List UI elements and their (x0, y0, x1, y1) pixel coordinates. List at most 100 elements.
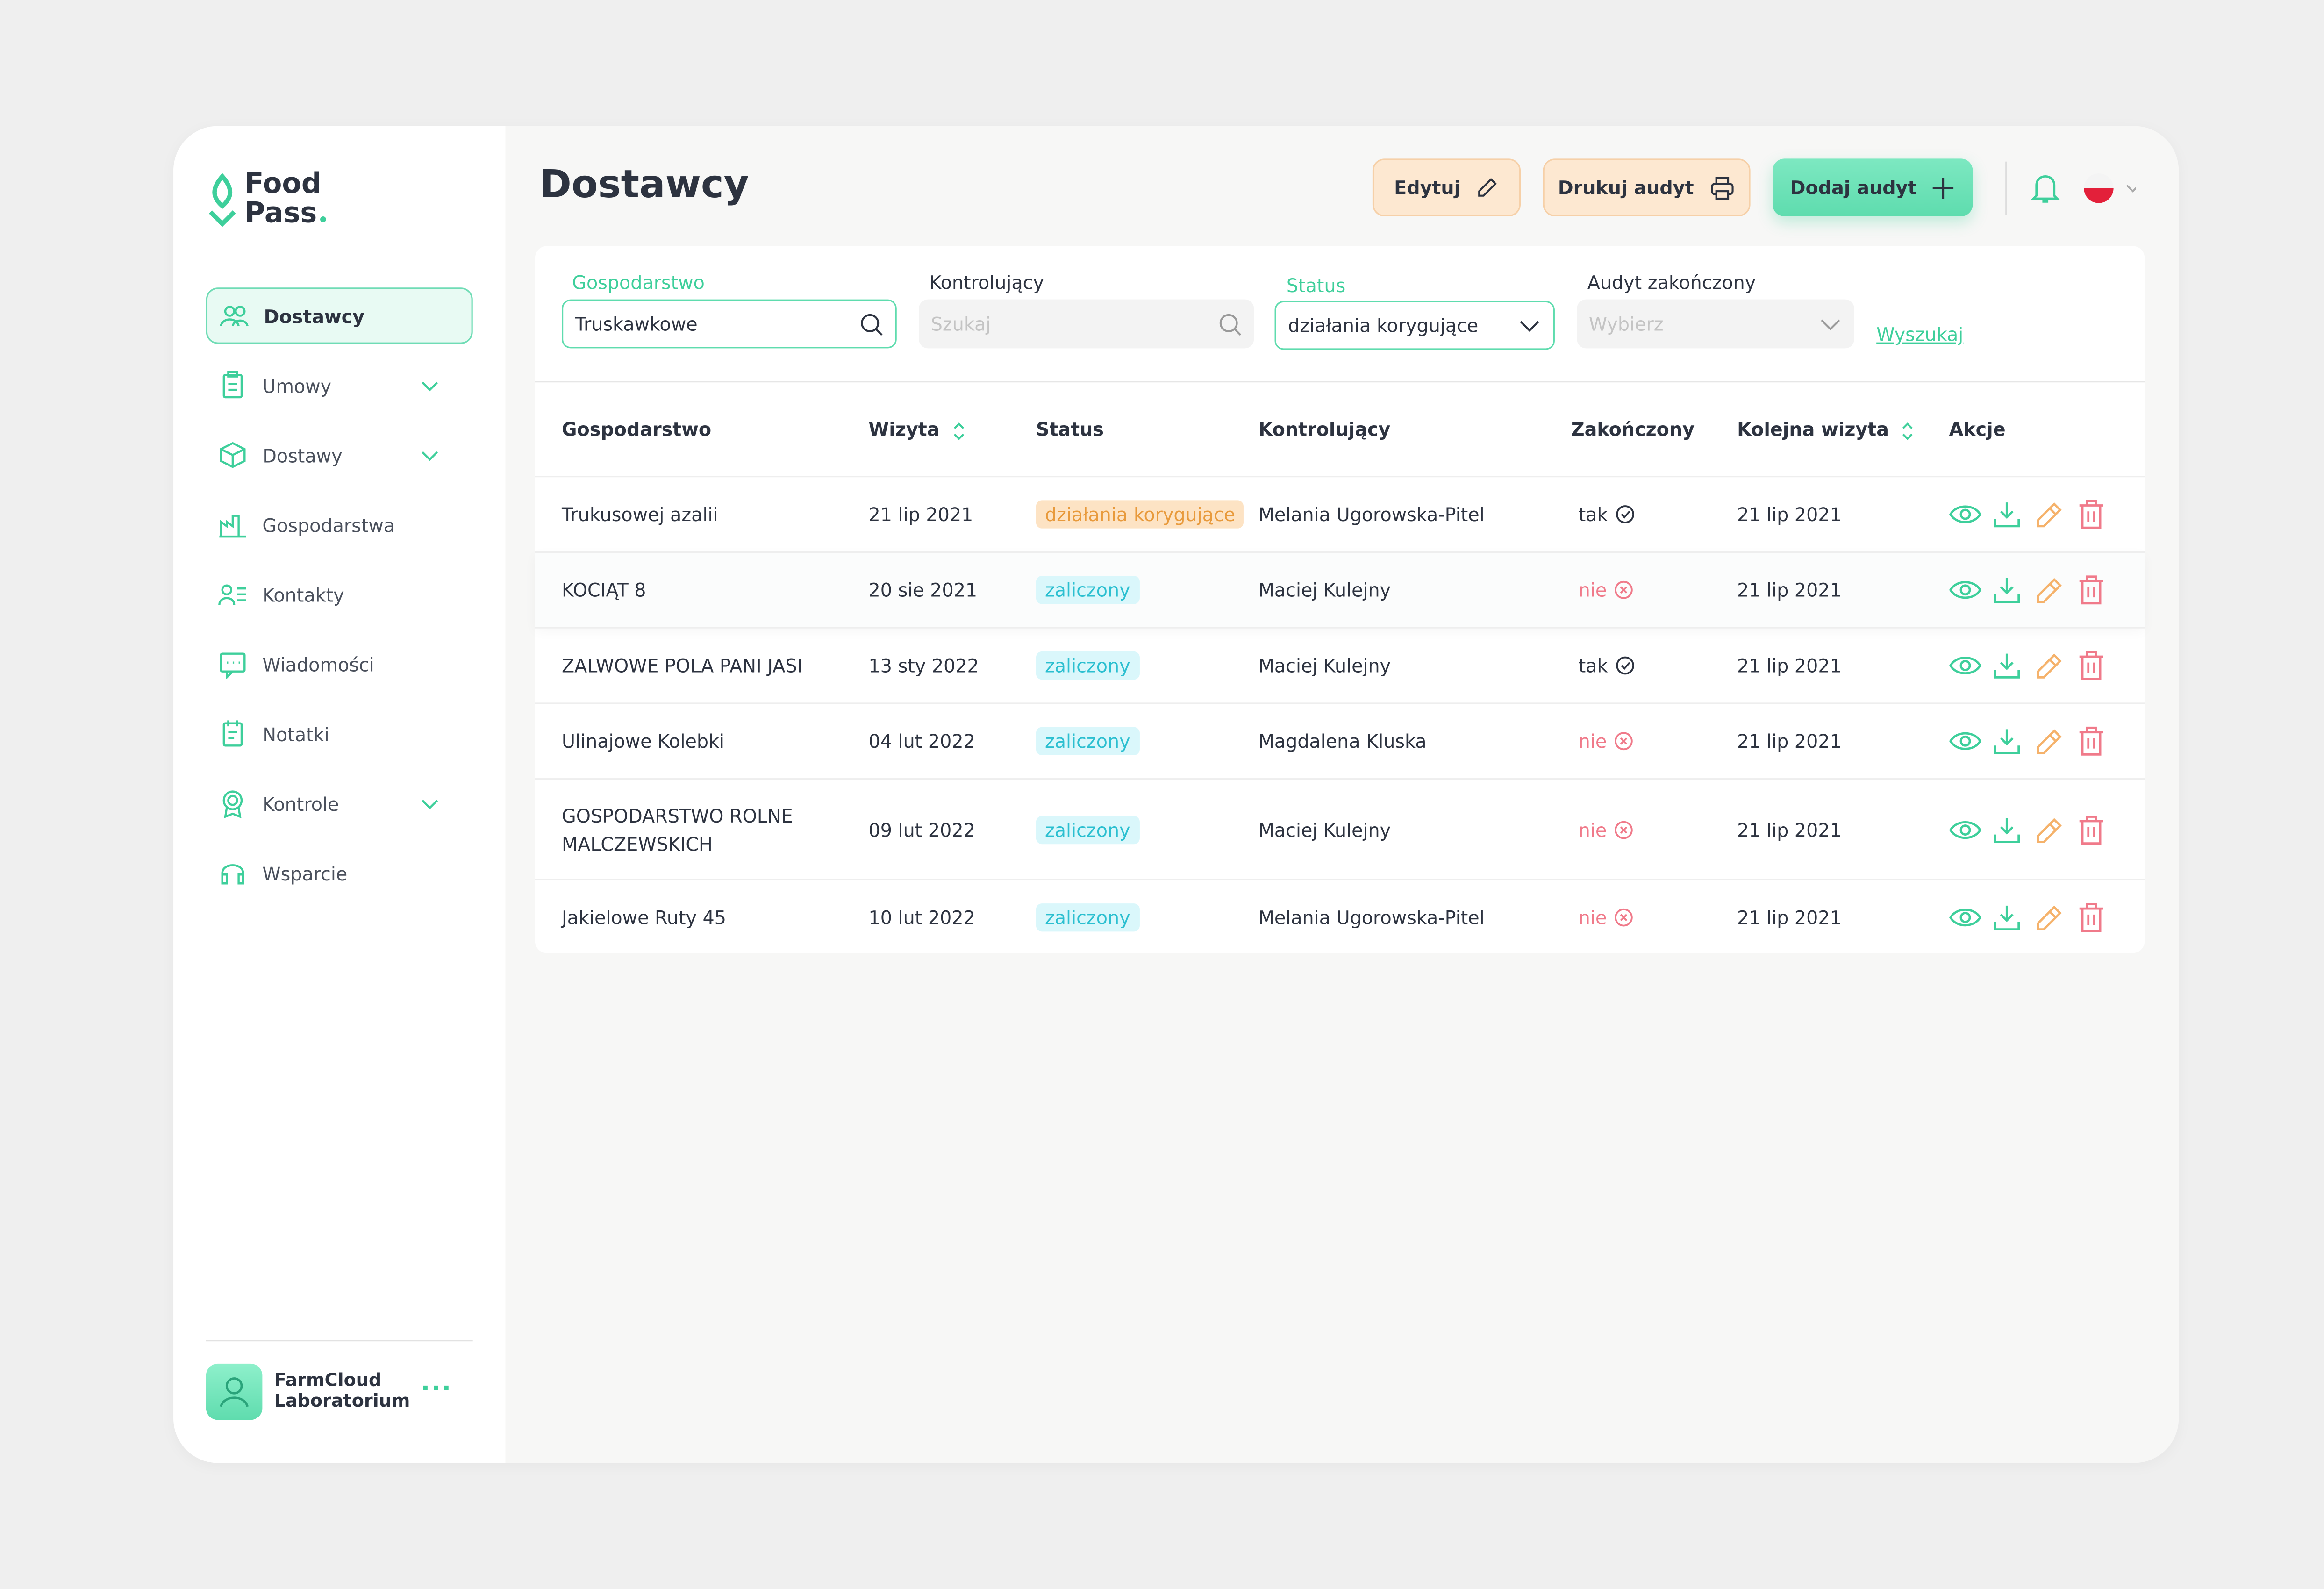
nav-item[interactable]: Wsparcie (206, 845, 473, 902)
table-cell: 21 lip 2021 (869, 500, 973, 528)
cell-text: Jakielowe Ruty 45 (562, 906, 727, 929)
user-line: Laboratorium (274, 1390, 410, 1411)
header-label: Akcje (1949, 418, 2006, 440)
table-cell: działania korygujące (1036, 500, 1244, 529)
print-button[interactable]: Drukuj audyt (1543, 158, 1751, 217)
filter-label: Status (1286, 274, 1346, 297)
table-cell: 21 lip 2021 (1737, 727, 1842, 755)
done-label: tak (1578, 503, 1608, 526)
divider (2005, 161, 2007, 215)
column-header: Akcje (1949, 382, 2006, 477)
page-title: Dostawcy (539, 163, 749, 208)
status-badge: zaliczony (1036, 576, 1139, 604)
header-label: Wizyta (868, 418, 940, 440)
cell-text: 21 lip 2021 (1737, 730, 1842, 752)
row-actions[interactable] (1949, 649, 2127, 682)
panel: Gospodarstwo Truskawkowe Kontrolujący Sz… (535, 246, 2145, 953)
table-cell: Maciej Kulejny (1259, 815, 1391, 843)
cell-text: 04 lut 2022 (868, 730, 975, 752)
done-label: nie (1578, 579, 1607, 601)
cell-text: 21 lip 2021 (1737, 906, 1842, 929)
filter-placeholder: Wybierz (1588, 313, 1664, 335)
cell-text: Melania Ugorowska-Pitel (1258, 503, 1485, 526)
user-menu[interactable]: ··· (421, 1374, 453, 1403)
filter-input[interactable]: Szukaj (919, 299, 1254, 349)
cell-text: Ulinajowe Kolebki (562, 730, 725, 752)
status-badge: zaliczony (1036, 815, 1139, 844)
user-name: FarmCloud Laboratorium (274, 1370, 410, 1411)
table-cell: tak (1579, 651, 1635, 680)
row-actions[interactable] (1949, 901, 2127, 934)
cell-text: Maciej Kulejny (1258, 818, 1391, 841)
divider (535, 381, 2145, 383)
table-cell: ZALWOWE POLA PANI JASI (562, 651, 829, 680)
column-header: Kolejna wizyta (1737, 382, 1916, 477)
sidebar: Food Pass Dostawcy Umowy Dostawy Gospodarstw… (173, 126, 506, 1463)
column-header: Status (1036, 382, 1104, 477)
nav-item[interactable]: Dostawy (206, 427, 473, 483)
table-cell: nie (1579, 727, 1634, 755)
table-row: Trukusowej azalii 21 lip 2021 działania ko… (535, 476, 2145, 551)
table-cell: tak (1579, 500, 1635, 528)
logo-dot (320, 216, 326, 222)
table-cell: 21 lip 2021 (1737, 815, 1842, 843)
button-label: Drukuj audyt (1558, 176, 1694, 199)
table-header: Gospodarstwo Wizyta Status Kontrolujący Zako… (535, 382, 2145, 477)
logo: Food Pass (244, 169, 326, 229)
bell[interactable] (2031, 172, 2060, 205)
nav-item[interactable]: Notatki (206, 706, 473, 762)
status-badge: działania korygujące (1036, 500, 1244, 529)
filter-select[interactable]: Wybierz (1577, 299, 1854, 349)
filter-input[interactable]: Truskawkowe (562, 299, 897, 349)
row-actions[interactable] (1949, 813, 2127, 846)
table-row: Ulinajowe Kolebki 04 lut 2022 zaliczony Mag… (535, 702, 2145, 778)
nav-item[interactable]: Kontrole (206, 775, 473, 832)
add-button[interactable]: Dodaj audyt (1773, 158, 1973, 217)
table-cell: KOCIĄT 8 (562, 576, 829, 604)
table-row: GOSPODARSTWO ROLNE MALCZEWSKICH 09 lut 20… (535, 778, 2145, 879)
nav-label: Kontakty (262, 583, 344, 606)
button-label: Edytuj (1394, 176, 1461, 199)
language[interactable] (2082, 171, 2136, 206)
logo-line: Food (244, 167, 322, 200)
table-cell: GOSPODARSTWO ROLNE MALCZEWSKICH (562, 801, 829, 858)
search-link[interactable]: Wyszukaj (1876, 323, 1964, 345)
nav-label: Wiadomości (262, 653, 374, 675)
table-cell: Maciej Kulejny (1259, 651, 1391, 680)
column-header: Zakończony (1571, 382, 1695, 477)
table-cell: Ulinajowe Kolebki (562, 727, 829, 755)
status-badge: zaliczony (1036, 903, 1139, 932)
header-label: Gospodarstwo (562, 418, 712, 440)
nav-label: Dostawy (262, 444, 343, 466)
table-cell: zaliczony (1036, 815, 1139, 844)
table-cell: nie (1579, 815, 1634, 843)
table-cell: 21 lip 2021 (1737, 903, 1842, 931)
table-cell: 09 lut 2022 (869, 815, 975, 843)
nav-label: Notatki (262, 723, 329, 745)
nav-item[interactable]: Kontakty (206, 566, 473, 623)
nav-item[interactable]: Wiadomości (206, 636, 473, 693)
cell-text: 10 lut 2022 (868, 906, 975, 929)
logo-line: Pass (244, 197, 317, 230)
table-cell: zaliczony (1036, 651, 1139, 680)
nav-item[interactable]: Umowy (206, 357, 473, 414)
filter-value: Truskawkowe (575, 313, 698, 335)
cell-text: Melania Ugorowska-Pitel (1258, 906, 1485, 929)
nav-label: Dostawcy (264, 304, 365, 327)
filter-value: działania korygujące (1288, 314, 1479, 336)
cell-text: KOCIĄT 8 (562, 579, 646, 601)
nav-label: Wsparcie (262, 862, 348, 884)
cell-text: Maciej Kulejny (1258, 579, 1391, 601)
edit-button[interactable]: Edytuj (1372, 158, 1521, 217)
row-actions[interactable] (1949, 725, 2127, 758)
nav-item[interactable]: Dostawcy (206, 287, 473, 344)
row-actions[interactable] (1949, 498, 2127, 531)
cell-text: Trukusowej azalii (562, 503, 718, 526)
row-actions[interactable] (1949, 573, 2127, 606)
filter-select[interactable]: działania korygujące (1274, 301, 1555, 350)
app-window: Food Pass Dostawcy Umowy Dostawy Gospodarstw… (173, 126, 2179, 1463)
divider (206, 1340, 473, 1342)
nav-item[interactable]: Gospodarstwa (206, 496, 473, 553)
